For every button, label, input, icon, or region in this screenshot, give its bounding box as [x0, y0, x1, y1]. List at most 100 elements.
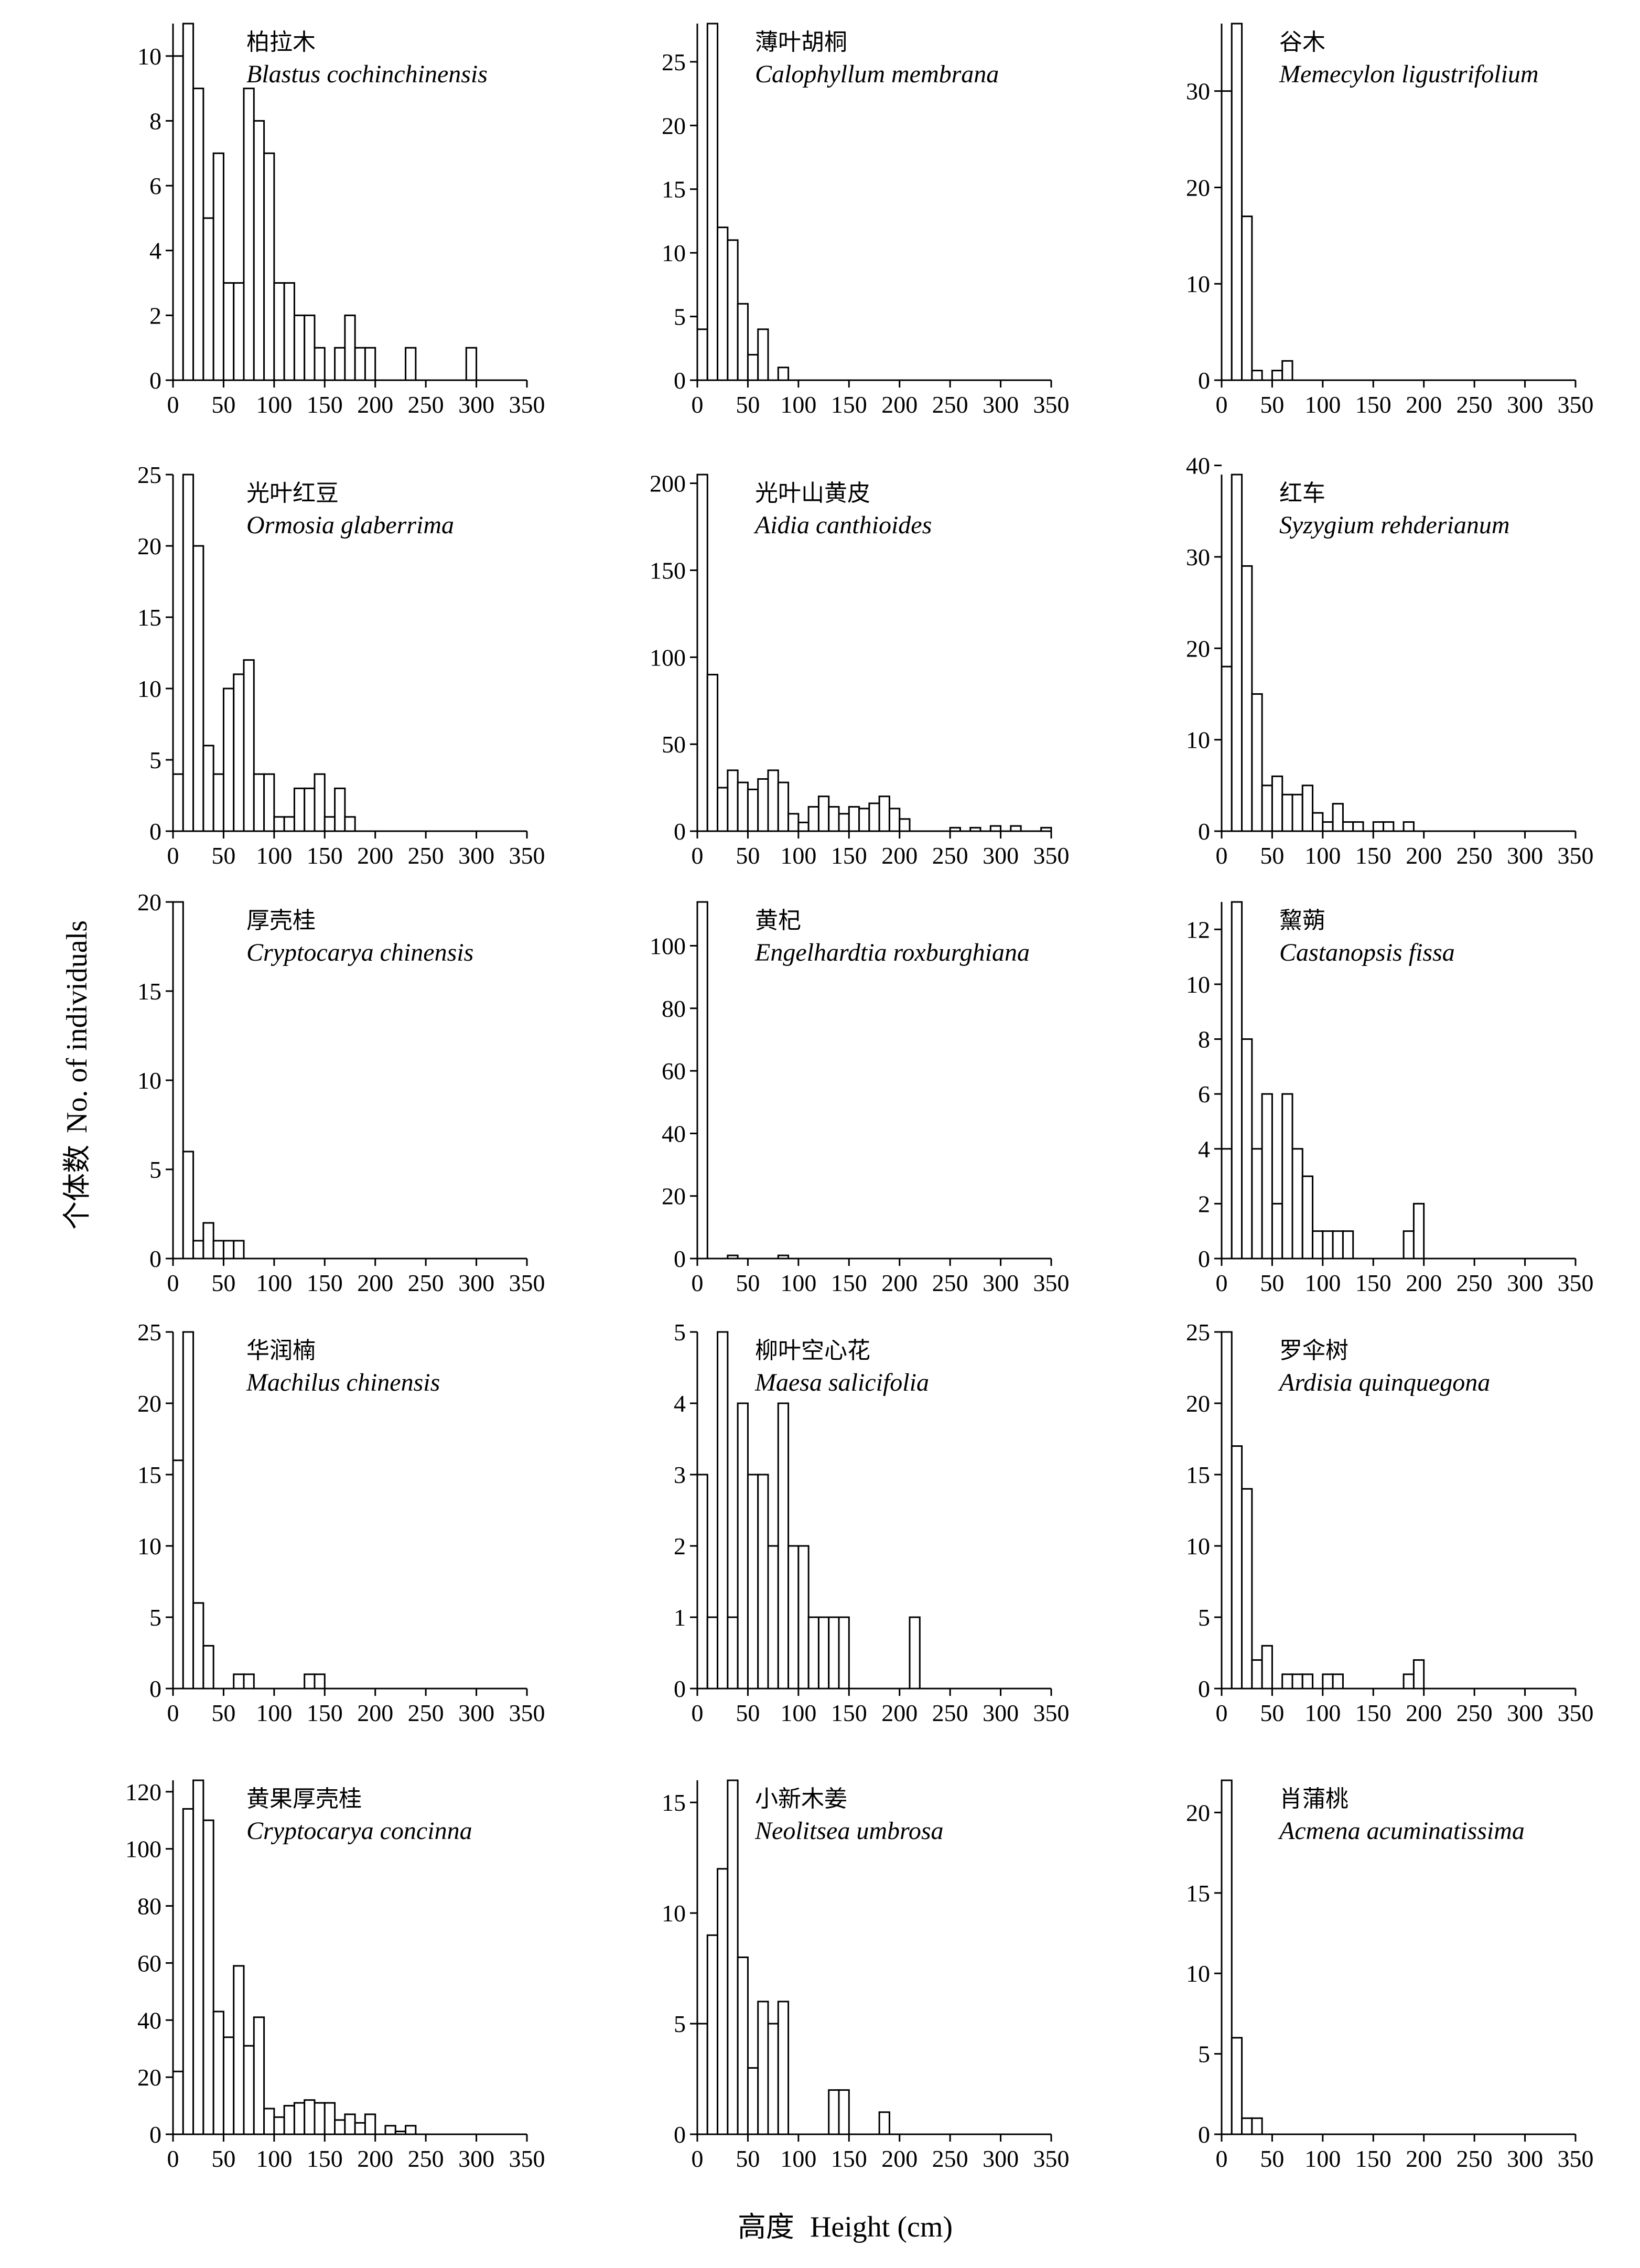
histogram-bar [909, 1616, 921, 1690]
x-tick-label: 0 [692, 1700, 704, 1726]
histogram-bar [1412, 1659, 1425, 1690]
y-tick-label: 15 [1186, 1461, 1210, 1488]
y-tick-label: 80 [662, 995, 686, 1022]
x-tick-label: 200 [357, 2145, 393, 2172]
x-tick-label: 100 [1304, 1700, 1341, 1726]
histogram-bar [405, 347, 417, 381]
histogram-bar [354, 347, 366, 381]
x-tick-label: 0 [167, 2145, 179, 2172]
histogram-bar [1372, 821, 1385, 832]
histogram-bar [878, 796, 890, 832]
y-tick-label: 10 [137, 675, 161, 702]
histogram-bar [737, 1402, 749, 1690]
histogram-bar [767, 2023, 779, 2135]
x-tick-label: 0 [692, 842, 704, 869]
x-tick-label: 200 [881, 1700, 918, 1726]
x-tick-label: 300 [983, 1270, 1019, 1296]
x-tick-label: 50 [1260, 391, 1284, 418]
x-tick-label: 250 [408, 1270, 444, 1296]
histogram-bar [1332, 803, 1344, 832]
histogram-panel: 0 50 100 150 200 250 300 350 0 2 4 6 8 10 12 黧蒴 Castanop… [1186, 901, 1594, 1296]
histogram-panel: 0 50 100 150 200 250 300 350 0 20 40 60 80 100 黄杞 Engel… [650, 901, 1070, 1296]
histogram-bar [727, 769, 739, 832]
species-name-latin: Neolitsea umbrosa [754, 1817, 944, 1845]
histogram-bar [273, 2116, 285, 2135]
histogram-bar [1412, 1202, 1425, 1260]
x-tick-label: 350 [1033, 842, 1070, 869]
histogram-bar [233, 673, 245, 832]
histogram-bar [233, 282, 245, 381]
histogram-bar [293, 787, 306, 832]
x-tick-label: 100 [256, 2145, 292, 2172]
y-tick-label: 100 [650, 644, 686, 671]
x-tick-label: 150 [307, 391, 343, 418]
x-tick-label: 50 [736, 842, 760, 869]
y-axis-title-cn: 个体数 [60, 1145, 93, 1230]
x-tick-label: 0 [167, 391, 179, 418]
histogram-bar [1291, 1673, 1303, 1690]
y-tick-label: 5 [674, 2011, 686, 2037]
histogram-bar [1281, 360, 1293, 381]
histogram-bar [314, 1673, 326, 1690]
x-tick-label: 300 [983, 391, 1019, 418]
histogram-bar [1383, 821, 1395, 832]
histogram-bar [354, 2122, 366, 2135]
x-tick-label: 300 [1507, 2145, 1543, 2172]
x-tick-label: 350 [1033, 1270, 1070, 1296]
x-tick-label: 100 [1304, 842, 1341, 869]
histogram-bar [465, 347, 478, 381]
histogram-bar [172, 773, 184, 832]
x-tick-label: 300 [458, 842, 494, 869]
species-name-cn: 黄果厚壳桂 [246, 1786, 362, 1812]
x-tick-label: 200 [881, 2145, 918, 2172]
y-tick-label: 8 [149, 108, 161, 134]
y-tick-label: 150 [650, 557, 686, 584]
histogram-bar [878, 2111, 890, 2135]
histogram-panel: 0 50 100 150 200 250 300 350 0 10 20 30 40 红车 Syzygium… [1186, 453, 1594, 869]
x-tick-label: 250 [1456, 391, 1493, 418]
y-tick-label: 6 [149, 173, 161, 199]
histogram-bar [1241, 1038, 1253, 1260]
x-tick-label: 150 [1355, 391, 1391, 418]
histogram-bar [848, 806, 860, 832]
y-tick-label: 0 [674, 2121, 686, 2148]
y-tick-label: 0 [674, 367, 686, 394]
y-tick-label: 4 [674, 1390, 686, 1417]
y-tick-label: 5 [149, 1156, 161, 1183]
histogram-bar [1291, 1148, 1303, 1260]
histogram-bar [706, 1616, 719, 1690]
y-tick-label: 80 [137, 1893, 161, 1920]
x-tick-label: 350 [1033, 1700, 1070, 1726]
y-tick-label: 15 [662, 1789, 686, 1816]
x-tick-label: 250 [932, 1270, 968, 1296]
histogram-bar [787, 1545, 800, 1690]
x-tick-label: 0 [692, 2145, 704, 2172]
x-tick-label: 300 [983, 1700, 1019, 1726]
y-tick-label: 20 [137, 889, 161, 916]
histogram-bar [182, 1808, 195, 2135]
x-tick-label: 350 [1033, 391, 1070, 418]
histogram-bar [717, 1331, 729, 1690]
histogram-bar [364, 2113, 376, 2135]
x-tick-label: 150 [1355, 2145, 1391, 2172]
y-tick-label: 0 [674, 1245, 686, 1272]
histogram-bar [1301, 784, 1314, 832]
histogram-bar [253, 2016, 265, 2135]
species-name-cn: 厚壳桂 [246, 907, 316, 934]
x-tick-label: 250 [408, 391, 444, 418]
histogram-bar [212, 773, 224, 832]
histogram-panel: 0 50 100 150 200 250 300 350 0 5 10 15 20 25 华润楠 Machil… [137, 1319, 545, 1726]
histogram-bar [777, 2001, 790, 2135]
y-tick-label: 50 [662, 731, 686, 758]
histogram-bar [202, 745, 214, 832]
y-tick-label: 100 [650, 933, 686, 960]
histogram-bar [222, 687, 235, 832]
histogram-bar [899, 818, 911, 832]
histogram-panel: 0 50 100 150 200 250 300 350 0 5 10 15 20 25 薄叶胡桐 Calop… [662, 23, 1070, 418]
x-axis-title-en: Height (cm) [810, 2211, 953, 2243]
species-name-latin: Maesa salicifolia [754, 1369, 929, 1396]
histogram-bar [747, 353, 759, 381]
species-name-latin: Castanopsis fissa [1279, 939, 1455, 966]
x-tick-label: 350 [1558, 842, 1594, 869]
histogram-bar [273, 816, 285, 832]
